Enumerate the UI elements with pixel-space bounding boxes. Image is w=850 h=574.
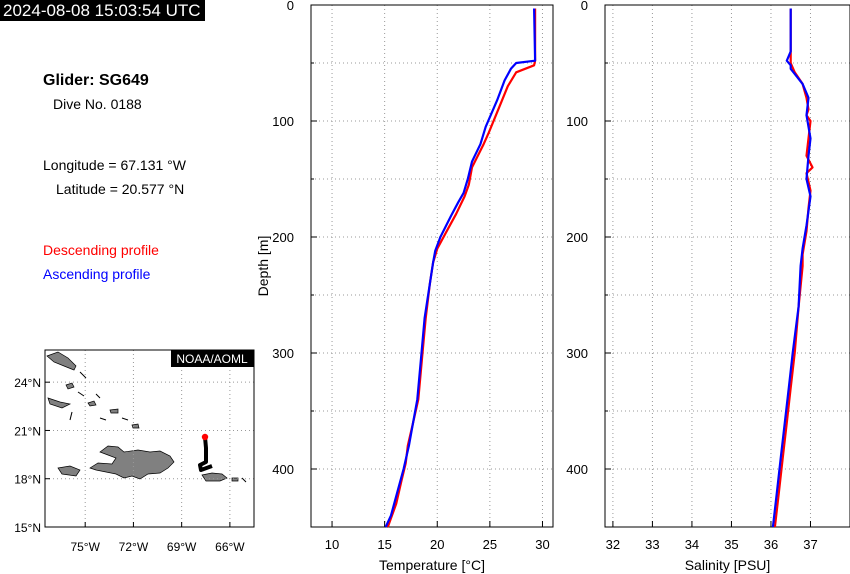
x-axis-label: Salinity [PSU] [685,557,771,573]
plot-frame [310,4,554,528]
glider-position-marker [201,433,209,441]
y-tick-label: 400 [566,462,588,477]
x-tick-label: 25 [483,537,497,552]
map-lat-label: 18°N [14,473,41,487]
legend-descending: Descending profile [43,242,159,258]
map-credit-badge [171,350,254,367]
map-lon-label: 75°W [70,540,100,554]
map-frame [44,349,255,528]
map-lat-label: 15°N [14,521,41,535]
x-tick-label: 15 [377,537,391,552]
map-axes: 24°N 21°N 18°N 15°N 75°W 72°W 69°W 66°W NOAA/AOM… [14,349,255,554]
x-tick-label: 32 [606,537,620,552]
profile-chart-2: 32 33 34 35 36 37 0 100 200 300 400 Salinity [PSU] [566,0,850,573]
map-lon-label: 69°W [167,540,197,554]
y-tick-label: 300 [272,346,294,361]
series-line-ascending [771,8,812,528]
x-tick-label: 34 [685,537,699,552]
map-landmasses [46,351,239,482]
map-credit: NOAA/AOML [176,352,248,366]
x-tick-label: 10 [325,537,339,552]
y-tick-label: 100 [272,114,294,129]
x-tick-label: 35 [724,537,738,552]
map-lat-label: 21°N [14,424,41,438]
longitude-readout: Longitude = 67.131 °W [43,157,186,173]
x-tick-label: 20 [430,537,444,552]
x-tick-label: 30 [535,537,549,552]
series-line-ascending [384,8,537,528]
y-tick-label: 0 [581,0,588,13]
x-tick-label: 33 [645,537,659,552]
y-tick-label: 100 [566,114,588,129]
map-lat-label: 24°N [14,376,41,390]
x-tick-label: 37 [803,537,817,552]
plot-frame [604,4,850,528]
x-tick-label: 36 [764,537,778,552]
y-tick-label: 0 [287,0,294,13]
series-line-descending [773,8,814,528]
y-tick-label: 300 [566,346,588,361]
legend-ascending: Ascending profile [43,266,151,282]
y-tick-label: 200 [272,230,294,245]
dive-number: Dive No. 0188 [53,96,142,112]
y-tick-label: 200 [566,230,588,245]
glider-title: Glider: SG649 [43,72,149,89]
map-islets [69,371,247,483]
map-lon-label: 66°W [215,540,245,554]
y-axis-label: Depth [m] [255,236,271,297]
map-lon-label: 72°W [119,540,149,554]
series-line-descending [386,8,537,528]
x-axis-label: Temperature [°C] [379,557,485,573]
glider-track [198,436,213,472]
y-tick-label: 400 [272,462,294,477]
timestamp: 2024-08-08 15:03:54 UTC [0,0,205,21]
latitude-readout: Latitude = 20.577 °N [56,181,185,197]
